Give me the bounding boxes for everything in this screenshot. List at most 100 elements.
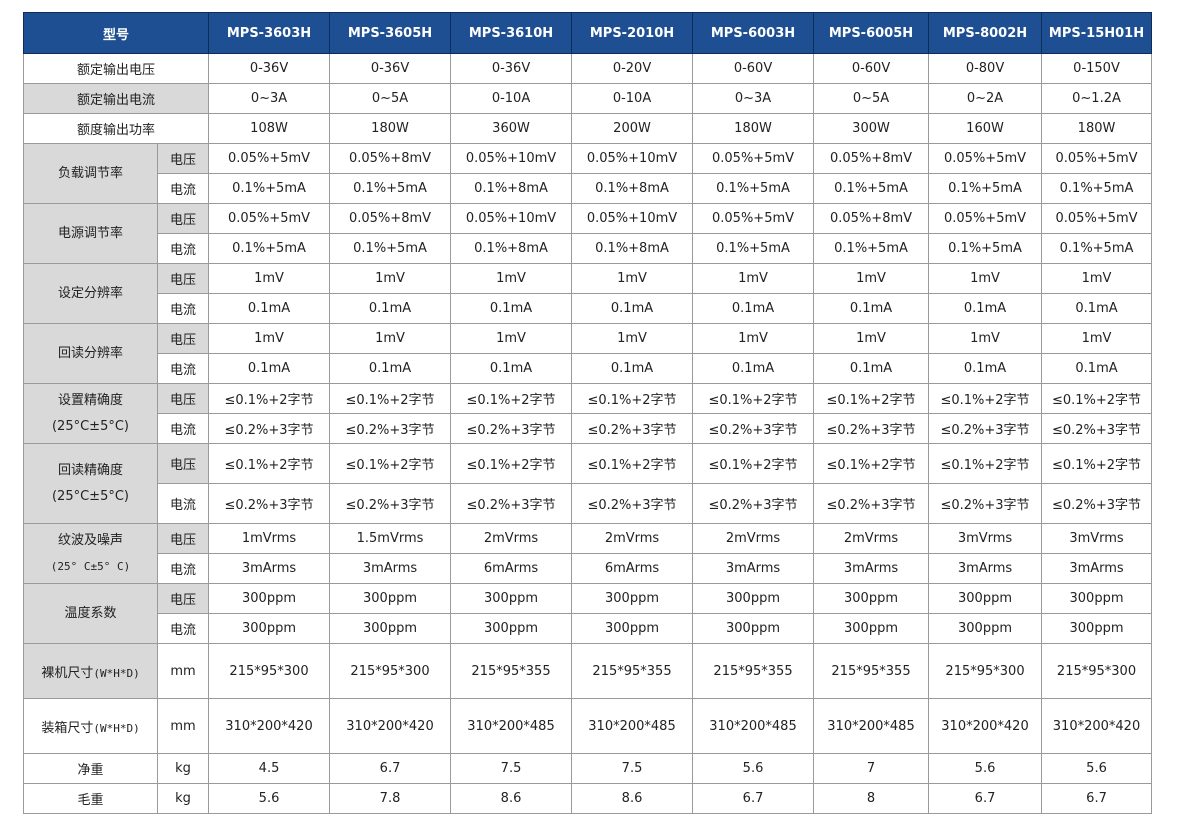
voltage-value: ≤0.1%+2字节 — [928, 443, 1043, 484]
current-value: 0.1mA — [928, 353, 1043, 384]
spec-row: 裸机尺寸(W*H*D) mm 215*95*300 215*95*300 215*95*… — [23, 643, 1153, 699]
unit-label: mm — [156, 643, 210, 699]
spec-row: 毛重 kg 5.6 7.8 8.6 8.6 6.7 8 6.7 6.7 — [23, 783, 1153, 814]
voltage-value: 2mVrms — [450, 523, 573, 554]
spec-value: 215*95*300 — [928, 643, 1043, 699]
voltage-value: 300ppm — [329, 583, 452, 614]
voltage-value: ≤0.1%+2字节 — [692, 443, 815, 484]
voltage-value: 0.05%+5mV — [208, 143, 331, 174]
current-value: ≤0.2%+3字节 — [571, 413, 694, 444]
current-value: ≤0.2%+3字节 — [450, 483, 573, 524]
spec-row: 额定输出电流 0~3A 0~5A 0-10A 0-10A 0~3A 0~5A 0~2A 0~1.… — [22, 83, 1153, 114]
voltage-value: 1mV — [571, 263, 694, 294]
voltage-value: 2mVrms — [813, 523, 930, 554]
spec-label-condition: (25°C±5°C) — [51, 488, 129, 504]
current-value: 0.1%+5mA — [329, 173, 452, 204]
sub-label-current: 电流 — [156, 233, 210, 264]
current-value: 0.1%+5mA — [208, 173, 331, 204]
spec-row: 净重 kg 4.5 6.7 7.5 7.5 5.6 7 5.6 5.6 — [23, 753, 1153, 784]
current-value: ≤0.2%+3字节 — [928, 483, 1043, 524]
voltage-value: 0.05%+8mV — [329, 143, 452, 174]
unit-label: kg — [156, 753, 210, 784]
voltage-value: 3mVrms — [928, 523, 1043, 554]
voltage-value: 0.05%+10mV — [450, 143, 573, 174]
spec-value: 215*95*300 — [329, 643, 452, 699]
spec-label: 电源调节率 — [57, 225, 123, 241]
spec-label: 温度系数 — [64, 605, 117, 621]
voltage-value: ≤0.1%+2字节 — [329, 443, 452, 484]
spec-value: 0-20V — [571, 53, 694, 84]
voltage-value: 0.05%+5mV — [208, 203, 331, 234]
voltage-value: 0.05%+8mV — [329, 203, 452, 234]
voltage-value: 0.05%+5mV — [1041, 143, 1153, 174]
spec-value: 215*95*355 — [571, 643, 694, 699]
spec-label-cell: 净重 — [23, 753, 158, 784]
current-value: 0.1%+5mA — [928, 173, 1043, 204]
spec-value: 0~5A — [813, 83, 930, 114]
sub-label-current: 电流 — [156, 353, 210, 384]
voltage-value: ≤0.1%+2字节 — [1041, 443, 1153, 484]
voltage-value: ≤0.1%+2字节 — [928, 383, 1043, 414]
current-value: 0.1%+8mA — [571, 173, 694, 204]
sub-label-voltage: 电压 — [156, 583, 210, 614]
model-name: MPS-3605H — [329, 12, 452, 54]
spec-row: 电流 ≤0.2%+3字节 ≤0.2%+3字节 ≤0.2%+3字节 ≤0.2%+3字节 ≤0… — [24, 413, 1153, 444]
current-value: ≤0.2%+3字节 — [813, 483, 930, 524]
spec-value: 310*200*485 — [450, 698, 573, 754]
current-value: 3mArms — [928, 553, 1043, 584]
current-value: 300ppm — [329, 613, 452, 644]
model-header: 型号 — [22, 12, 210, 54]
voltage-value: 0.05%+5mV — [692, 143, 815, 174]
spec-row: 额定输出电压 0-36V 0-36V 0-36V 0-20V 0-60V 0-60V 0-80… — [22, 53, 1153, 84]
voltage-value: ≤0.1%+2字节 — [1041, 383, 1153, 414]
voltage-value: 0.05%+10mV — [450, 203, 573, 234]
spec-row: 额度输出功率 108W 180W 360W 200W 180W 300W 160W 180W — [22, 113, 1153, 144]
spec-value: 6.7 — [329, 753, 452, 784]
voltage-value: 2mVrms — [571, 523, 694, 554]
current-value: 3mArms — [692, 553, 815, 584]
current-value: 0.1%+5mA — [208, 233, 331, 264]
voltage-value: 1mV — [571, 323, 694, 354]
sub-label-current: 电流 — [156, 553, 210, 584]
spec-label: 回读精确度 — [57, 462, 123, 478]
spec-value: 6.7 — [1041, 783, 1153, 814]
voltage-value: 2mVrms — [692, 523, 815, 554]
voltage-value: 1mV — [208, 263, 331, 294]
current-value: 0.1%+5mA — [692, 233, 815, 264]
model-name: MPS-6003H — [692, 12, 815, 54]
current-value: ≤0.2%+3字节 — [329, 483, 452, 524]
current-value: 0.1mA — [329, 353, 452, 384]
spec-value: 310*200*485 — [692, 698, 815, 754]
spec-row: 电源调节率 电压 0.05%+5mV 0.05%+8mV 0.05%+10mV 0.05%… — [23, 203, 1153, 264]
current-value: ≤0.2%+3字节 — [208, 413, 331, 444]
spec-value: 6.7 — [692, 783, 815, 814]
spec-group-label: 回读分辨率 — [23, 323, 158, 384]
current-value: 0.1%+8mA — [571, 233, 694, 264]
spec-label-cell: 装箱尺寸(W*H*D) — [23, 698, 158, 754]
current-value: 0.1mA — [450, 293, 573, 324]
spec-value: 310*200*420 — [329, 698, 452, 754]
spec-label: 负载调节率 — [57, 165, 123, 181]
header-row: 型号 MPS-3603H MPS-3605H MPS-3610H MPS-201… — [22, 12, 1153, 54]
sub-label-current: 电流 — [156, 413, 210, 444]
voltage-value: 1mV — [692, 263, 815, 294]
current-value: 0.1mA — [813, 293, 930, 324]
spec-label-condition: (25° C±5° C) — [50, 559, 131, 573]
spec-group-label: 电源调节率 — [23, 203, 158, 264]
sub-label-current: 电流 — [156, 613, 210, 644]
spec-label: 额定输出电流 — [22, 83, 210, 114]
spec-group-label: 设置精确度 (25°C±5°C) — [23, 383, 158, 444]
spec-table: 型号 MPS-3603H MPS-3605H MPS-3610H MPS-201… — [22, 12, 1153, 814]
spec-value: 108W — [208, 113, 331, 144]
voltage-value: 1mVrms — [208, 523, 331, 554]
spec-value: 7.8 — [329, 783, 452, 814]
current-value: 300ppm — [1041, 613, 1153, 644]
spec-value: 0~1.2A — [1041, 83, 1153, 114]
sub-label-voltage: 电压 — [156, 143, 210, 174]
voltage-value: ≤0.1%+2字节 — [813, 443, 930, 484]
current-value: 300ppm — [692, 613, 815, 644]
current-value: 6mArms — [450, 553, 573, 584]
spec-value: 200W — [571, 113, 694, 144]
model-name: MPS-3603H — [208, 12, 331, 54]
spec-row: 电流 0.1mA 0.1mA 0.1mA 0.1mA 0.1mA 0.1mA 0.1mA 0.1… — [24, 353, 1153, 384]
